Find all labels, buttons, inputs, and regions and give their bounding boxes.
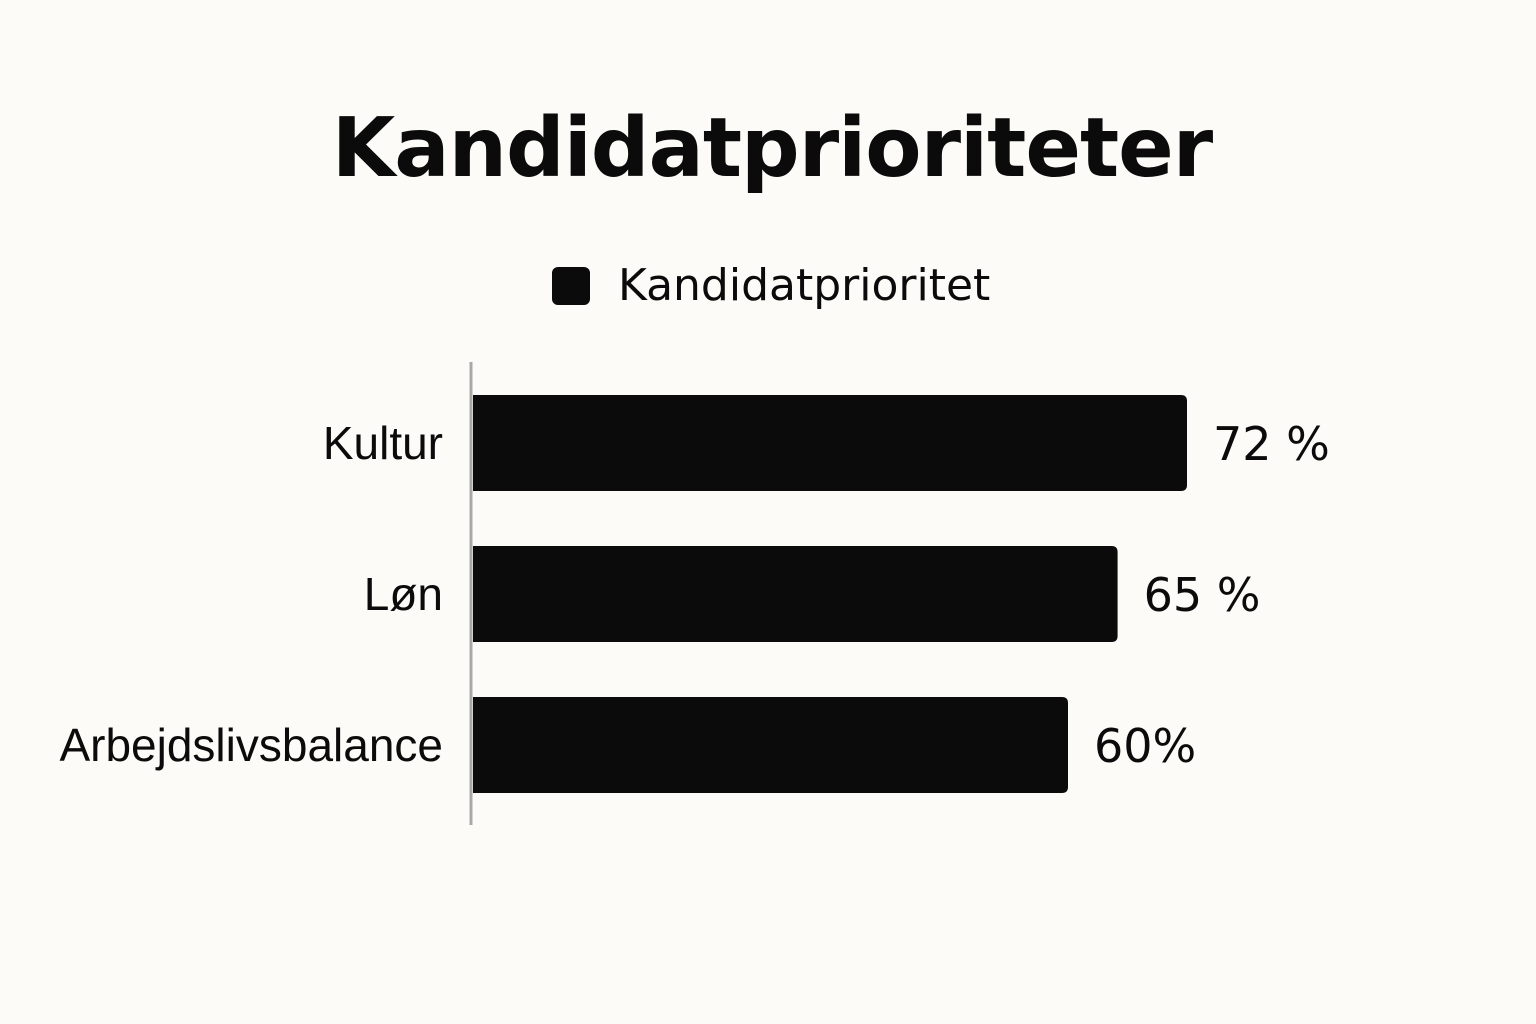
legend: Kandidatprioritet <box>552 258 990 314</box>
value-label: 72 % <box>1213 417 1330 471</box>
category-label: Arbejdslivsbalance <box>59 719 443 771</box>
chart-title: Kandidatprioriteter <box>331 101 1213 196</box>
bar <box>473 395 1187 491</box>
value-label: 60% <box>1094 719 1196 773</box>
value-label: 65 % <box>1144 568 1261 622</box>
category-label: Kultur <box>323 417 443 469</box>
legend-swatch <box>552 267 590 305</box>
bar <box>473 697 1068 793</box>
category-label: Løn <box>364 568 443 620</box>
bar <box>473 546 1118 642</box>
legend-label: Kandidatprioritet <box>618 260 991 311</box>
